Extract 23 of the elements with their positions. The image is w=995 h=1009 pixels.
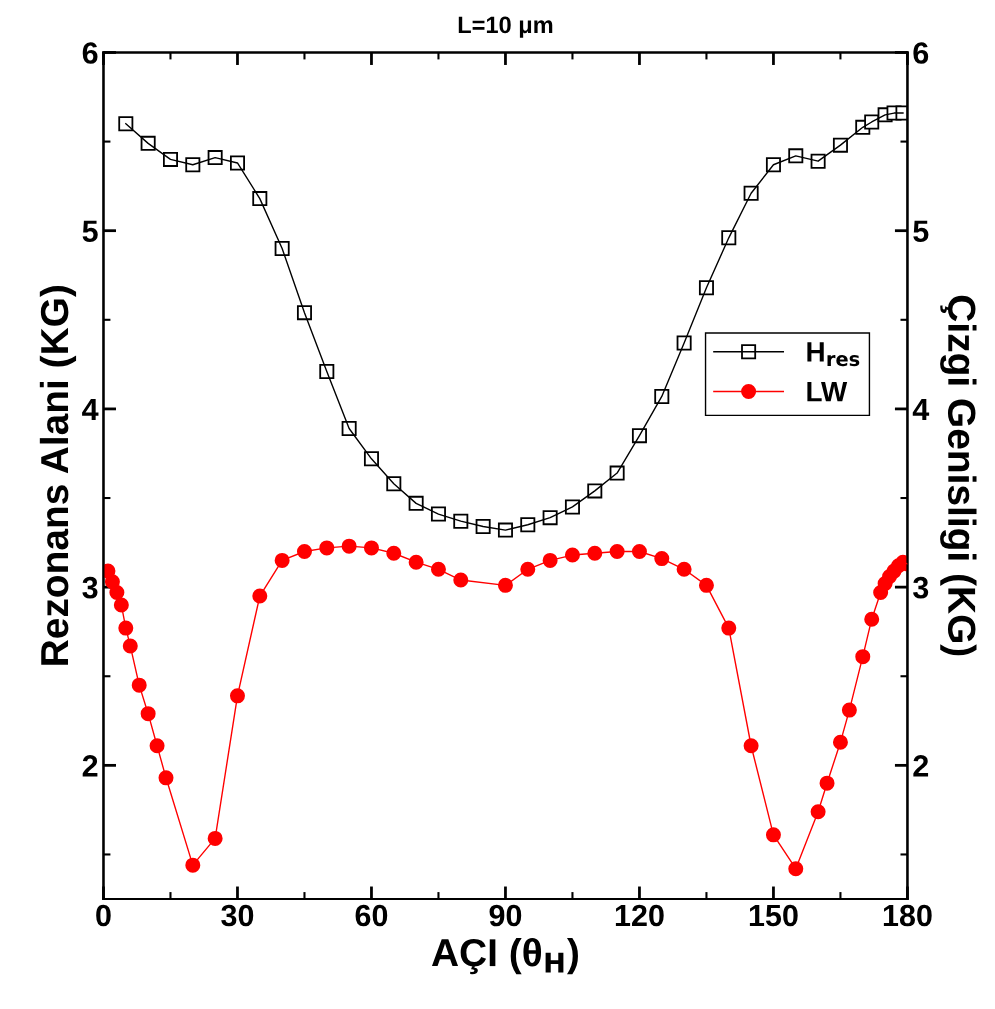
x-tick-label: 90	[489, 904, 522, 927]
y-tick-label: 3	[82, 576, 98, 599]
legend-label: LW	[807, 382, 848, 402]
x-tick-label: 150	[749, 904, 798, 927]
y2-tick-label: 6	[913, 42, 929, 64]
y-tick-label: 5	[82, 220, 98, 243]
y2-axis-title: Çizgi Genisligi (KG)	[940, 295, 977, 656]
y2-tick-label: 2	[913, 755, 929, 777]
y2-tick-label: 3	[913, 576, 929, 599]
y-axis-title: Rezonans Alani (KG)	[39, 286, 77, 665]
x-tick-label: 60	[355, 904, 388, 927]
y-tick-label: 2	[82, 755, 98, 777]
x-tick-label: 120	[615, 904, 664, 927]
y2-tick-label: 5	[913, 220, 929, 243]
x-axis-title: AÇI (θ$_{H}$)	[431, 937, 578, 975]
legend-label: H$_{res}$	[807, 342, 860, 367]
x-tick-label: 30	[221, 904, 254, 927]
chart-title: L=10 μm	[458, 16, 553, 38]
y-tick-label: 6	[82, 42, 98, 64]
y-tick-label: 4	[82, 398, 99, 420]
x-tick-label: 0	[96, 904, 111, 927]
y2-tick-label: 4	[912, 398, 930, 420]
x-tick-label: 180	[883, 904, 932, 927]
